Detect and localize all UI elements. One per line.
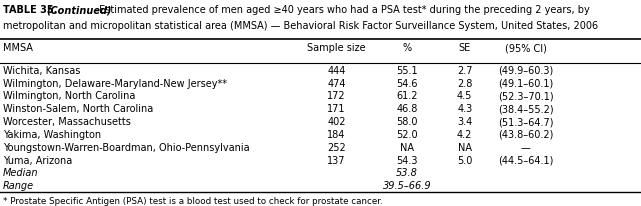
Text: 5.0: 5.0 <box>457 155 472 165</box>
Text: 46.8: 46.8 <box>396 104 418 114</box>
Text: %: % <box>403 43 412 53</box>
Text: 172: 172 <box>327 91 346 101</box>
Text: 184: 184 <box>328 129 345 139</box>
Text: Yakima, Washington: Yakima, Washington <box>3 129 101 139</box>
Text: 55.1: 55.1 <box>396 66 418 75</box>
Text: 54.6: 54.6 <box>396 78 418 88</box>
Text: 252: 252 <box>327 142 346 152</box>
Text: 39.5–66.9: 39.5–66.9 <box>383 180 431 190</box>
Text: 3.4: 3.4 <box>457 117 472 126</box>
Text: Sample size: Sample size <box>307 43 366 53</box>
Text: 474: 474 <box>328 78 345 88</box>
Text: MMSA: MMSA <box>3 43 33 53</box>
Text: 137: 137 <box>328 155 345 165</box>
Text: (95% CI): (95% CI) <box>504 43 547 53</box>
Text: Youngstown-Warren-Boardman, Ohio-Pennsylvania: Youngstown-Warren-Boardman, Ohio-Pennsyl… <box>3 142 250 152</box>
Text: (52.3–70.1): (52.3–70.1) <box>498 91 553 101</box>
Text: Range: Range <box>3 180 35 190</box>
Text: 4.5: 4.5 <box>457 91 472 101</box>
Text: —: — <box>520 142 531 152</box>
Text: (49.9–60.3): (49.9–60.3) <box>498 66 553 75</box>
Text: 4.3: 4.3 <box>457 104 472 114</box>
Text: 4.2: 4.2 <box>457 129 472 139</box>
Text: * Prostate Specific Antigen (PSA) test is a blood test used to check for prostat: * Prostate Specific Antigen (PSA) test i… <box>3 196 383 205</box>
Text: NA: NA <box>400 142 414 152</box>
Text: Median: Median <box>3 168 38 178</box>
Text: Wilmington, Delaware-Maryland-New Jersey**: Wilmington, Delaware-Maryland-New Jersey… <box>3 78 227 88</box>
Text: 58.0: 58.0 <box>396 117 418 126</box>
Text: Yuma, Arizona: Yuma, Arizona <box>3 155 72 165</box>
Text: Wilmington, North Carolina: Wilmington, North Carolina <box>3 91 136 101</box>
Text: Winston-Salem, North Carolina: Winston-Salem, North Carolina <box>3 104 153 114</box>
Text: 54.3: 54.3 <box>396 155 418 165</box>
Text: (51.3–64.7): (51.3–64.7) <box>498 117 553 126</box>
Text: 171: 171 <box>328 104 345 114</box>
Text: (44.5–64.1): (44.5–64.1) <box>498 155 553 165</box>
Text: (Continued): (Continued) <box>46 5 112 15</box>
Text: 2.8: 2.8 <box>457 78 472 88</box>
Text: SE: SE <box>458 43 471 53</box>
Text: 402: 402 <box>328 117 345 126</box>
Text: (43.8–60.2): (43.8–60.2) <box>498 129 553 139</box>
Text: 2.7: 2.7 <box>457 66 472 75</box>
Text: Worcester, Massachusetts: Worcester, Massachusetts <box>3 117 131 126</box>
Text: 444: 444 <box>328 66 345 75</box>
Text: (38.4–55.2): (38.4–55.2) <box>498 104 553 114</box>
Text: metropolitan and micropolitan statistical area (MMSA) — Behavioral Risk Factor S: metropolitan and micropolitan statistica… <box>3 21 598 31</box>
Text: Estimated prevalence of men aged ≥40 years who had a PSA test* during the preced: Estimated prevalence of men aged ≥40 yea… <box>96 5 590 15</box>
Text: NA: NA <box>458 142 472 152</box>
Text: TABLE 35.: TABLE 35. <box>3 5 61 15</box>
Text: 53.8: 53.8 <box>396 168 418 178</box>
Text: Wichita, Kansas: Wichita, Kansas <box>3 66 81 75</box>
Text: (49.1–60.1): (49.1–60.1) <box>498 78 553 88</box>
Text: 61.2: 61.2 <box>396 91 418 101</box>
Text: 52.0: 52.0 <box>396 129 418 139</box>
